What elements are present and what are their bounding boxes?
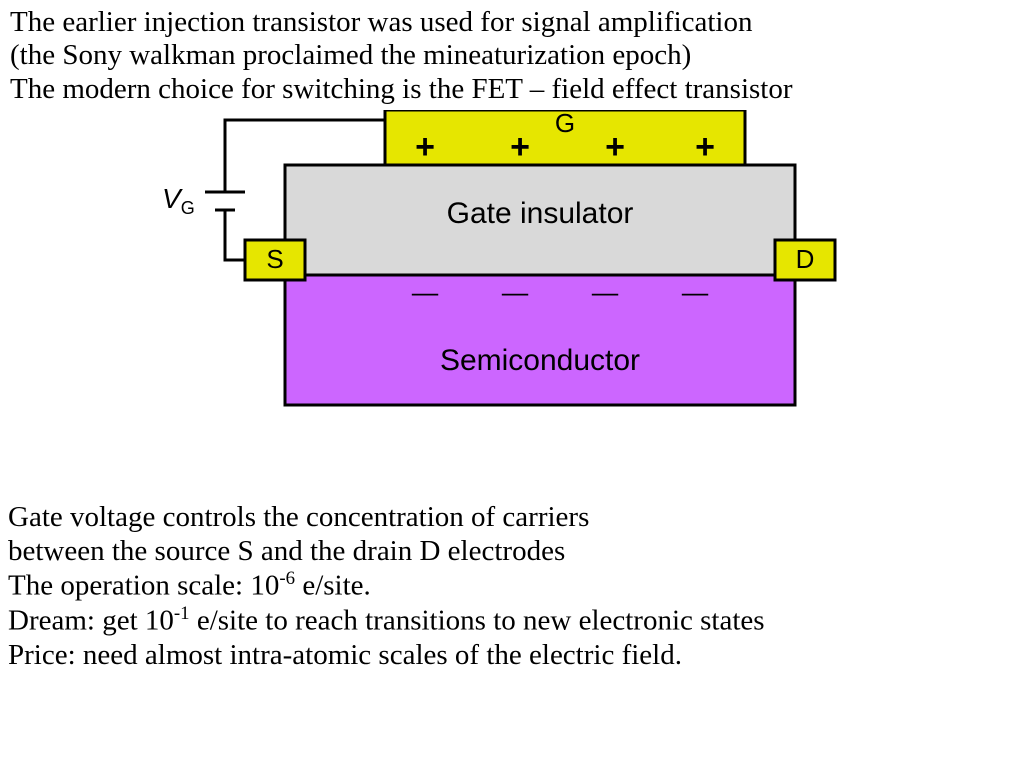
gate-label: G	[555, 110, 575, 138]
top-paragraph: The earlier injection transistor was use…	[10, 6, 793, 106]
drain-label: D	[796, 244, 815, 274]
voltage-label: VG	[162, 183, 195, 218]
source-label: S	[266, 244, 283, 274]
bottom-line-3b: e/site.	[295, 570, 371, 602]
gate-charge-0: +	[415, 128, 435, 166]
bottom-line-4a: Dream: get 10	[8, 605, 174, 637]
semiconductor-charge-0: _	[411, 248, 438, 300]
bottom-line-4sup: -1	[174, 603, 190, 624]
bottom-line-3sup: -6	[279, 568, 295, 589]
top-line-1: The earlier injection transistor was use…	[10, 6, 753, 38]
gate-charge-2: +	[605, 128, 625, 166]
gate-charge-3: +	[695, 128, 715, 166]
bottom-line-2: between the source S and the drain D ele…	[8, 535, 565, 567]
bottom-line-4b: e/site to reach transitions to new elect…	[190, 605, 765, 637]
bottom-line-3a: The operation scale: 10	[8, 570, 279, 602]
gate-charge-1: +	[510, 128, 530, 166]
top-line-3: The modern choice for switching is the F…	[10, 73, 793, 105]
bottom-line-1: Gate voltage controls the concentration …	[8, 501, 589, 533]
top-line-2: (the Sony walkman proclaimed the mineatu…	[10, 39, 691, 71]
semiconductor-charge-2: _	[591, 248, 618, 300]
semiconductor-region	[285, 275, 795, 405]
semiconductor-label: Semiconductor	[440, 344, 640, 377]
semiconductor-charge-1: _	[501, 248, 528, 300]
fet-diagram: G Gate insulator S D Semiconductor + + + + _ _ _ _ VG	[150, 110, 850, 440]
insulator-label: Gate insulator	[447, 197, 634, 230]
bottom-paragraph: Gate voltage controls the concentration …	[8, 500, 765, 672]
bottom-line-5: Price: need almost intra-atomic scales o…	[8, 639, 682, 671]
wire-bottom	[225, 210, 245, 260]
semiconductor-charge-3: _	[681, 248, 708, 300]
